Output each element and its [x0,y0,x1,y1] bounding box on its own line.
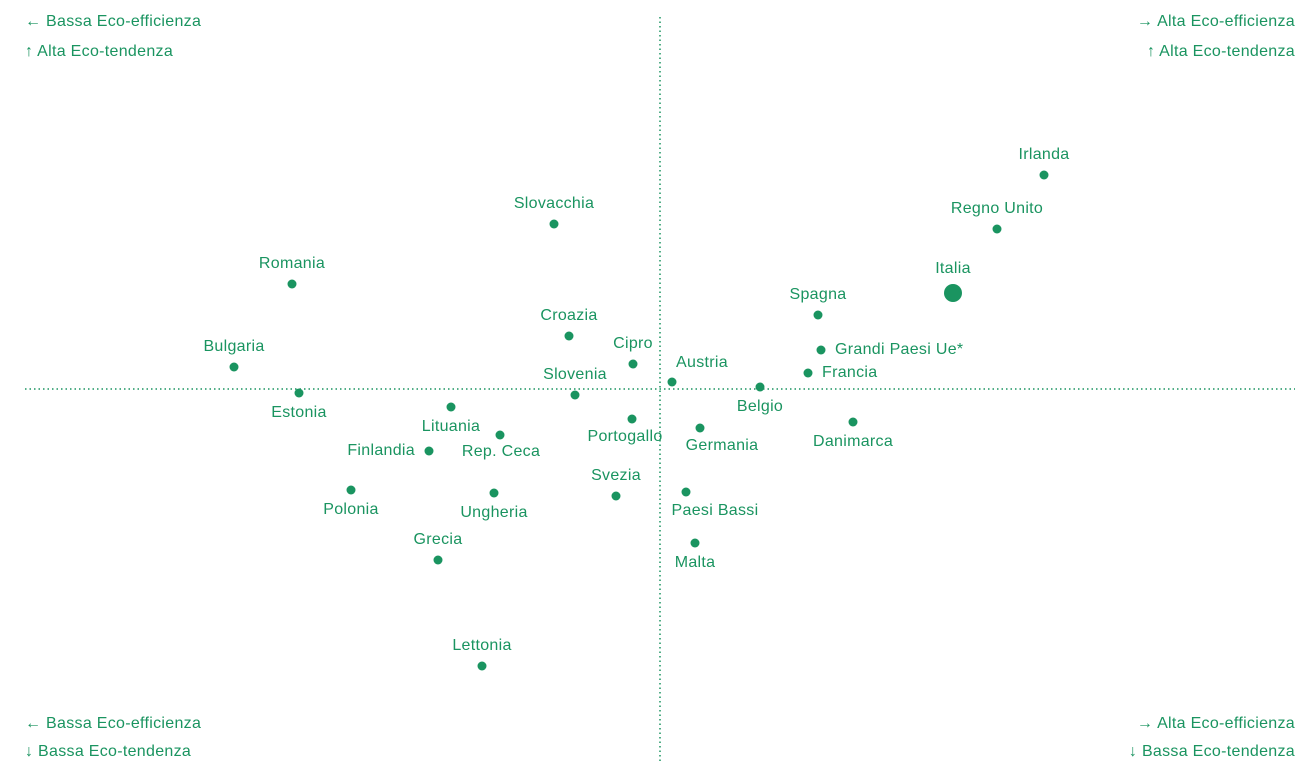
point [346,485,356,495]
point [681,487,691,497]
point [446,402,456,412]
point [816,345,826,355]
point [803,368,813,378]
point [992,224,1002,234]
corner-label: → Alta Eco-efficienza [1137,13,1295,30]
corner-label: ↑ Alta Eco-tendenza [1147,43,1295,60]
corner-label: ↑ Alta Eco-tendenza [25,43,173,60]
point-label: Irlanda [1018,146,1069,163]
point [695,423,705,433]
point-label: Lituania [422,418,480,435]
point-label: Romania [259,255,325,272]
corner-label: ← Bassa Eco-efficienza [25,715,201,732]
point-label: Rep. Ceca [462,443,540,460]
point-label: Paesi Bassi [672,502,759,519]
point-label: Belgio [737,398,783,415]
point [549,219,559,229]
point-label: Malta [675,554,716,571]
point [627,414,637,424]
point-label: Spagna [790,286,847,303]
point [564,331,574,341]
point [495,430,505,440]
point-label: Cipro [613,335,653,352]
point [570,390,580,400]
point-label: Portogallo [587,428,662,445]
point [628,359,638,369]
point-label: Finlandia [347,442,415,459]
point-label: Ungheria [460,504,527,521]
point [755,382,765,392]
point-label: Croazia [540,307,597,324]
point [294,388,304,398]
point-label: Svezia [591,467,641,484]
point-label: Francia [822,364,877,381]
point-label: Lettonia [452,637,511,654]
point-label: Austria [676,354,728,371]
point-label: Slovenia [543,366,607,383]
point-label: Estonia [271,404,326,421]
point-label: Polonia [323,501,378,518]
point-label: Germania [686,437,759,454]
point [424,446,434,456]
point-label: Regno Unito [951,200,1043,217]
corner-label: ← Bassa Eco-efficienza [25,13,201,30]
point [489,488,499,498]
point [477,661,487,671]
point [848,417,858,427]
point-label: Grecia [414,531,463,548]
corner-label: → Alta Eco-efficienza [1137,715,1295,732]
point-label: Bulgaria [203,338,264,355]
point-label: Italia [935,260,971,277]
point [667,377,677,387]
point [433,555,443,565]
point-label: Grandi Paesi Ue* [835,341,963,358]
point [1039,170,1049,180]
point [611,491,621,501]
point [944,284,962,302]
point [813,310,823,320]
corner-label: ↓ Bassa Eco-tendenza [25,743,191,760]
point [287,279,297,289]
corner-label: ↓ Bassa Eco-tendenza [1129,743,1295,760]
point-label: Danimarca [813,433,893,450]
point [690,538,700,548]
point [229,362,239,372]
point-label: Slovacchia [514,195,594,212]
